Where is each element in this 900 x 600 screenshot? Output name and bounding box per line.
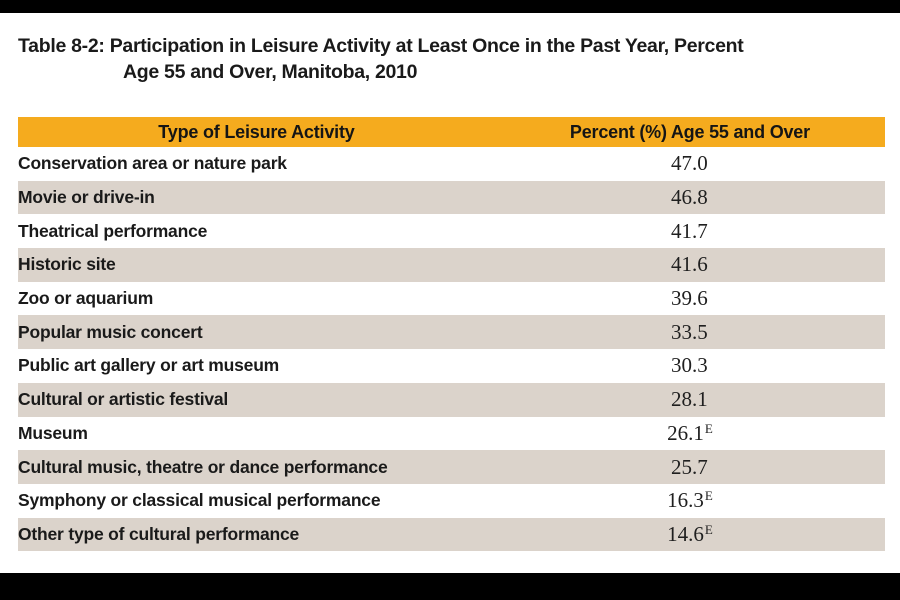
percent-cell: 41.7 bbox=[495, 214, 885, 248]
percent-value: 39.6 bbox=[671, 286, 708, 311]
title-line1: Table 8-2: Participation in Leisure Acti… bbox=[18, 35, 744, 57]
percent-cell: 16.3E bbox=[495, 484, 885, 518]
percent-value: 30.3 bbox=[671, 353, 708, 378]
estimate-flag: E bbox=[704, 488, 713, 504]
table-row: Cultural music, theatre or dance perform… bbox=[18, 450, 885, 484]
percent-value: 28.1 bbox=[671, 387, 708, 412]
activity-cell: Cultural music, theatre or dance perform… bbox=[18, 456, 388, 477]
title-line2: Age 55 and Over, Manitoba, 2010 bbox=[123, 61, 418, 83]
percent-value: 14.6 bbox=[667, 521, 704, 546]
table-row: Conservation area or nature park 47.0 bbox=[18, 147, 885, 181]
activity-cell: Historic site bbox=[18, 254, 116, 275]
table-row: Public art gallery or art museum 30.3 bbox=[18, 349, 885, 383]
percent-value: 46.8 bbox=[671, 185, 708, 210]
percent-value: 33.5 bbox=[671, 319, 708, 344]
activity-cell: Conservation area or nature park bbox=[18, 153, 287, 174]
percent-cell: 47.0 bbox=[495, 147, 885, 181]
percent-value: 26.1 bbox=[667, 420, 704, 445]
percent-cell: 14.6E bbox=[495, 518, 885, 552]
table-row: Other type of cultural performance 14.6E bbox=[18, 517, 885, 552]
table-row: Museum 26.1E bbox=[18, 416, 885, 451]
activity-cell: Museum bbox=[18, 422, 88, 443]
table-row: Popular music concert 33.5 bbox=[18, 315, 885, 350]
percent-cell: 25.7 bbox=[495, 450, 885, 484]
percent-cell: 33.5 bbox=[495, 315, 885, 349]
percent-value: 25.7 bbox=[671, 454, 708, 479]
percent-cell: 41.6 bbox=[495, 248, 885, 282]
percent-cell: 26.1E bbox=[495, 417, 885, 451]
table-row: Zoo or aquarium 39.6 bbox=[18, 281, 885, 316]
table-row: Movie or drive-in 46.8 bbox=[18, 180, 885, 215]
col-header-activity: Type of Leisure Activity bbox=[18, 117, 495, 147]
percent-cell: 30.3 bbox=[495, 349, 885, 383]
percent-cell: 28.1 bbox=[495, 383, 885, 417]
header-row: Type of Leisure Activity Percent (%) Age… bbox=[18, 117, 885, 147]
leisure-activity-table: Type of Leisure Activity Percent (%) Age… bbox=[18, 117, 885, 552]
table-row: Symphony or classical musical performanc… bbox=[18, 483, 885, 518]
table-row: Historic site 41.6 bbox=[18, 248, 885, 282]
activity-cell: Public art gallery or art museum bbox=[18, 355, 280, 376]
percent-value: 16.3 bbox=[667, 488, 704, 513]
percent-value: 41.7 bbox=[671, 218, 708, 243]
estimate-flag: E bbox=[704, 420, 713, 436]
percent-value: 47.0 bbox=[671, 151, 708, 176]
percent-value: 41.6 bbox=[671, 252, 708, 277]
percent-cell: 39.6 bbox=[495, 282, 885, 316]
activity-cell: Symphony or classical musical performanc… bbox=[18, 490, 381, 511]
col-header-percent: Percent (%) Age 55 and Over bbox=[494, 117, 885, 147]
activity-cell: Theatrical performance bbox=[18, 220, 208, 241]
activity-cell: Cultural or artistic festival bbox=[18, 389, 229, 410]
activity-cell: Other type of cultural performance bbox=[18, 523, 300, 544]
top-border-bar bbox=[0, 0, 900, 13]
activity-cell: Movie or drive-in bbox=[18, 187, 155, 208]
table-row: Theatrical performance 41.7 bbox=[18, 214, 885, 249]
activity-cell: Popular music concert bbox=[18, 321, 203, 342]
estimate-flag: E bbox=[704, 521, 713, 537]
percent-cell: 46.8 bbox=[495, 181, 885, 215]
table-row: Cultural or artistic festival 28.1 bbox=[18, 382, 885, 417]
activity-cell: Zoo or aquarium bbox=[18, 288, 154, 309]
table-title: Table 8-2: Participation in Leisure Acti… bbox=[18, 33, 744, 85]
bottom-border-bar bbox=[0, 573, 900, 600]
